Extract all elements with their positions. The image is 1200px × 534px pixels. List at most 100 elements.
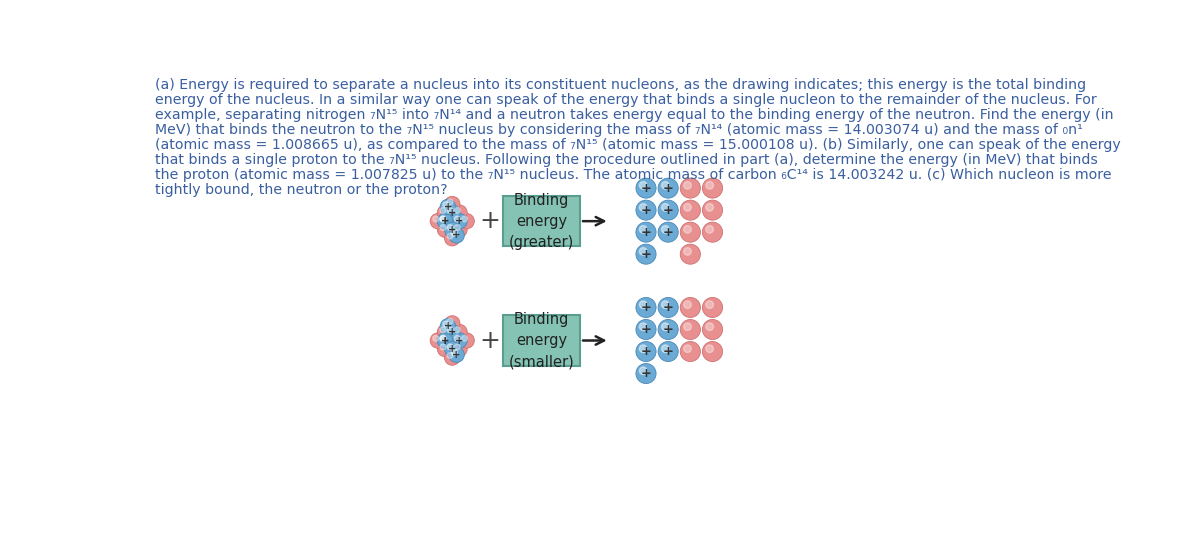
Circle shape [640, 345, 647, 352]
Circle shape [448, 318, 454, 324]
Text: Binding
energy
(greater): Binding energy (greater) [509, 193, 574, 250]
Circle shape [433, 216, 439, 222]
Text: +: + [662, 226, 673, 239]
Text: +: + [452, 230, 461, 240]
Text: MeV) that binds the neutron to the ₇N¹⁵ nucleus by considering the mass of ₇N¹⁴ : MeV) that binds the neutron to the ₇N¹⁵ … [156, 123, 1084, 137]
Circle shape [706, 182, 714, 189]
Circle shape [451, 333, 467, 348]
Circle shape [702, 178, 722, 198]
Circle shape [462, 216, 467, 222]
Text: +: + [448, 225, 456, 235]
Circle shape [440, 216, 446, 222]
Circle shape [680, 200, 701, 220]
Circle shape [430, 214, 445, 229]
Circle shape [437, 205, 452, 221]
Circle shape [702, 319, 722, 340]
Text: +: + [641, 301, 652, 314]
Circle shape [440, 327, 446, 333]
Circle shape [440, 344, 446, 350]
Circle shape [636, 319, 656, 340]
Text: +: + [641, 345, 652, 358]
Circle shape [444, 316, 460, 331]
Circle shape [451, 324, 467, 340]
Text: +: + [448, 327, 456, 337]
Text: +: + [662, 301, 673, 314]
Circle shape [448, 327, 454, 333]
Text: +: + [444, 321, 452, 331]
Circle shape [684, 323, 691, 331]
Circle shape [680, 297, 701, 318]
Circle shape [449, 347, 464, 363]
Circle shape [455, 225, 460, 231]
Circle shape [437, 333, 452, 348]
Circle shape [661, 323, 670, 331]
Text: +: + [662, 182, 673, 194]
Circle shape [684, 182, 691, 189]
Circle shape [684, 301, 691, 309]
Circle shape [444, 231, 460, 246]
Text: energy of the nucleus. In a similar way one can speak of the energy that binds a: energy of the nucleus. In a similar way … [156, 93, 1097, 107]
Text: tightly bound, the neutron or the proton?: tightly bound, the neutron or the proton… [156, 183, 448, 197]
Circle shape [444, 222, 460, 238]
Circle shape [451, 205, 467, 221]
Circle shape [437, 222, 452, 238]
Text: +: + [641, 182, 652, 194]
Circle shape [444, 205, 460, 221]
Circle shape [451, 350, 457, 356]
Circle shape [448, 344, 454, 350]
FancyBboxPatch shape [503, 196, 580, 246]
Circle shape [455, 327, 460, 333]
Circle shape [684, 203, 691, 211]
Circle shape [684, 345, 691, 352]
Circle shape [451, 222, 467, 238]
Text: +: + [641, 367, 652, 380]
Text: +: + [662, 345, 673, 358]
Text: +: + [641, 323, 652, 336]
Circle shape [440, 216, 446, 222]
Circle shape [661, 182, 670, 189]
Circle shape [437, 341, 452, 357]
Circle shape [702, 342, 722, 362]
Circle shape [455, 344, 460, 350]
Text: +: + [440, 216, 449, 226]
Circle shape [640, 323, 647, 331]
Text: (a) Energy is required to separate a nucleus into its constituent nucleons, as t: (a) Energy is required to separate a nuc… [156, 78, 1086, 92]
Text: Binding
energy
(smaller): Binding energy (smaller) [509, 312, 575, 369]
Circle shape [658, 342, 678, 362]
Circle shape [706, 323, 714, 331]
Text: +: + [455, 335, 463, 345]
Circle shape [636, 297, 656, 318]
Circle shape [680, 244, 701, 264]
Text: +: + [448, 208, 456, 218]
Text: +: + [479, 209, 500, 233]
Circle shape [444, 341, 460, 357]
Circle shape [658, 297, 678, 318]
Circle shape [680, 222, 701, 242]
Text: +: + [444, 202, 452, 212]
Text: +: + [455, 216, 463, 226]
Text: the proton (atomic mass = 1.007825 u) to the ₇N¹⁵ nucleus. The atomic mass of ca: the proton (atomic mass = 1.007825 u) to… [156, 168, 1112, 182]
Circle shape [680, 319, 701, 340]
Circle shape [437, 333, 452, 348]
Circle shape [706, 301, 714, 309]
Text: +: + [662, 323, 673, 336]
Circle shape [636, 178, 656, 198]
Text: example, separating nitrogen ₇N¹⁵ into ₇N¹⁴ and a neutron takes energy equal to : example, separating nitrogen ₇N¹⁵ into ₇… [156, 108, 1114, 122]
Circle shape [661, 345, 670, 352]
Circle shape [661, 203, 670, 211]
Circle shape [455, 335, 460, 341]
Circle shape [702, 222, 722, 242]
Circle shape [455, 208, 460, 214]
Circle shape [440, 335, 446, 341]
Circle shape [702, 200, 722, 220]
Circle shape [640, 301, 647, 309]
Circle shape [443, 321, 449, 327]
Circle shape [640, 182, 647, 189]
Circle shape [451, 341, 467, 357]
Text: +: + [452, 350, 461, 360]
Circle shape [684, 225, 691, 233]
Circle shape [448, 208, 454, 214]
Circle shape [440, 225, 446, 231]
Circle shape [640, 248, 647, 255]
Circle shape [661, 225, 670, 233]
